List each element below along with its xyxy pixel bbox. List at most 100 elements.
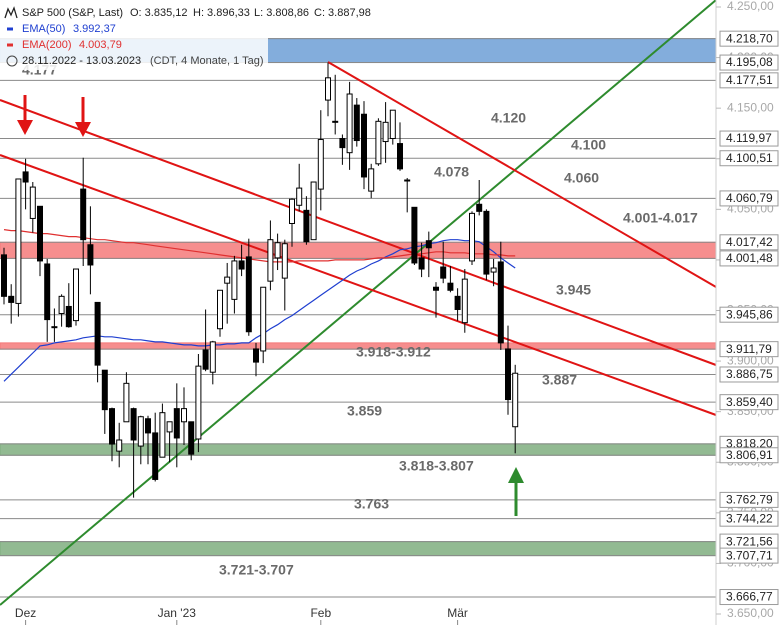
- candle-body: [332, 120, 339, 123]
- level-label: 3.818,20: [726, 437, 773, 451]
- candle-body: [109, 408, 115, 445]
- level-label-box: [719, 394, 779, 411]
- candle-body: [281, 243, 288, 279]
- level-label: 3.666,77: [726, 590, 773, 604]
- quote-high: H: 3.896,33: [193, 7, 250, 19]
- candle-body: [497, 261, 504, 344]
- candle-body: [152, 432, 159, 480]
- annotation: 3.945: [556, 282, 591, 298]
- candle-body: [224, 276, 231, 284]
- arrows: [17, 95, 524, 516]
- candle-body: [361, 113, 367, 178]
- candle-body: [296, 187, 303, 206]
- candle-body: [317, 139, 324, 190]
- candle-body: [166, 421, 173, 433]
- candle-body: [137, 416, 144, 447]
- annotation: 4.100: [571, 137, 606, 153]
- level-label-box: [719, 341, 779, 358]
- annotation: 3.859: [347, 403, 382, 419]
- level-label: 4.195,08: [726, 55, 773, 69]
- candle-body: [325, 77, 331, 101]
- candle-body: [87, 244, 94, 266]
- candles: [1, 62, 519, 498]
- level-label-box: [719, 190, 779, 207]
- level-label: 3.945,86: [726, 307, 773, 321]
- candle-body: [37, 205, 43, 262]
- candle-body: [231, 260, 238, 300]
- annotation: 4.001-4.017: [623, 210, 698, 226]
- level-label: 3.707,71: [726, 548, 773, 562]
- candle-body: [116, 439, 123, 452]
- candle-body: [73, 268, 79, 322]
- candle-body: [1, 254, 7, 297]
- x-tick-label: Dez: [15, 606, 36, 620]
- candle-body: [274, 242, 281, 259]
- candle-body: [461, 278, 468, 324]
- level-label-box: [719, 54, 779, 71]
- level-label: 4.001,48: [726, 251, 773, 265]
- x-axis: Dez Jan '23 Feb Mär: [15, 606, 468, 625]
- candle-body: [260, 286, 267, 352]
- candle-body: [289, 198, 295, 224]
- level-label-box: [719, 72, 779, 89]
- candle-body: [58, 295, 65, 315]
- candle-body: [339, 138, 346, 149]
- candle-body: [15, 178, 22, 304]
- level-label: 3.744,22: [726, 511, 773, 525]
- chart-icon: [4, 6, 18, 19]
- candle-body: [245, 256, 252, 333]
- level-label-box: [719, 150, 779, 167]
- candle-body: [397, 143, 403, 170]
- zone: [0, 241, 717, 259]
- y-tick-label: 4.150,00: [727, 100, 774, 114]
- candle-body: [123, 382, 130, 423]
- level-label: 3.911,79: [726, 342, 772, 356]
- candle-body: [188, 421, 195, 455]
- candle-body: [346, 93, 353, 154]
- level-label-box: [719, 589, 779, 606]
- candle-body: [353, 104, 360, 142]
- candle-body: [440, 266, 447, 279]
- candle-body: [267, 239, 274, 282]
- candle-body: [368, 168, 375, 192]
- zone: [0, 443, 717, 456]
- candle-body: [476, 203, 483, 212]
- candle-body: [8, 295, 15, 303]
- level-label: 3.806,91: [726, 448, 773, 462]
- candle-body: [490, 267, 497, 273]
- level-label: 3.762,79: [726, 493, 773, 507]
- annotation: 4.120: [491, 110, 526, 126]
- candle-body: [65, 305, 72, 328]
- annotation: 4.060: [564, 170, 599, 186]
- x-tick-label: Feb: [310, 606, 331, 620]
- level-label: 4.017,42: [726, 235, 773, 249]
- candle-body: [209, 341, 216, 373]
- level-label: 4.218,70: [726, 31, 773, 45]
- candle-body: [51, 326, 58, 329]
- level-label: 4.119,97: [726, 131, 772, 145]
- level-label-box: [719, 234, 779, 251]
- legend-value: 3.992,37: [73, 23, 116, 35]
- chart-title: S&P 500 (S&P, Last): [22, 7, 123, 19]
- legend-name: EMA(200): [22, 39, 72, 51]
- level-label: 3.886,75: [726, 367, 773, 381]
- trend-lines: [0, 0, 717, 606]
- candle-body: [202, 349, 209, 370]
- candle-body: [483, 210, 490, 275]
- ema-line: [3, 229, 516, 263]
- candle-body: [238, 260, 245, 270]
- candle-body: [375, 120, 382, 165]
- annotation: 3.818-3.807: [399, 458, 474, 474]
- level-label-box: [719, 30, 779, 47]
- candle-body: [29, 186, 36, 219]
- candle-body: [382, 121, 389, 143]
- level-label-box: [719, 447, 779, 464]
- candle-body: [433, 286, 439, 291]
- period: 28.11.2022 - 13.03.2023: [22, 55, 141, 67]
- arrow-head: [75, 122, 91, 137]
- level-label-box: [719, 547, 779, 564]
- trend-line: [327, 61, 717, 288]
- x-tick-label: Mär: [447, 606, 468, 620]
